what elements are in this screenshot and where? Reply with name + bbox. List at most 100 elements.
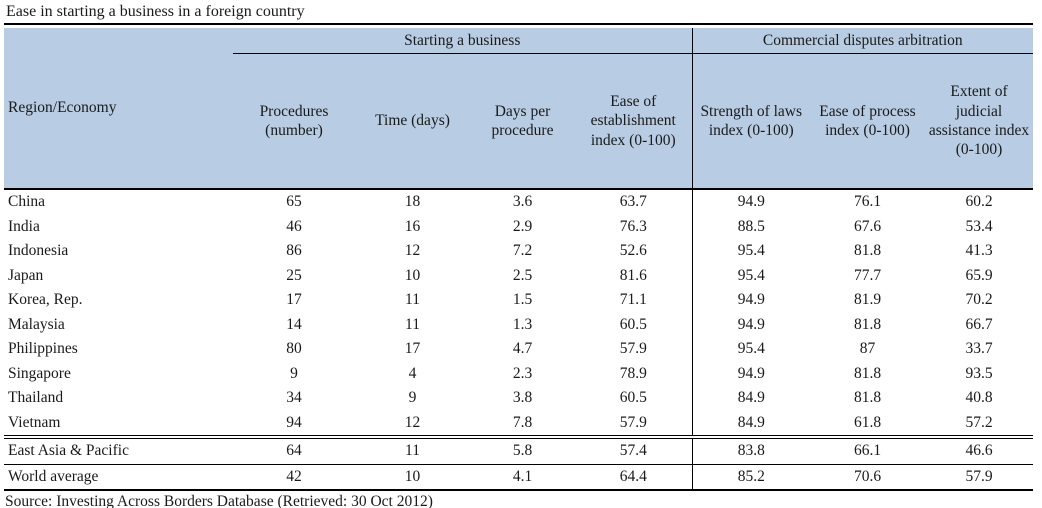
column-header-time-days: Time (days) — [355, 53, 470, 190]
value-cell: 67.6 — [853, 217, 882, 235]
value-cell: 81.8 — [853, 242, 882, 260]
region-cell: Japan — [8, 266, 44, 284]
region-cell: Thailand — [8, 389, 64, 407]
summary-row: East Asia & Pacific 64 11 5.8 57.4 83.8 66.1 46… — [4, 435, 1034, 465]
region-cell: India — [8, 217, 40, 235]
value-cell: 57.9 — [619, 413, 647, 431]
value-cell: 81.9 — [853, 291, 882, 309]
value-cell: 64.4 — [575, 464, 692, 491]
value-cell: 4 — [408, 364, 417, 382]
value-cell: 81.6 — [619, 266, 647, 284]
value-cell: 57.9 — [619, 340, 647, 358]
value-cell: 63.7 — [619, 193, 647, 211]
page-title: Ease in starting a business in a foreign… — [4, 2, 1033, 25]
value-cell: 66.7 — [965, 315, 993, 333]
value-cell: 9 — [290, 364, 298, 382]
value-cell: 70.2 — [965, 291, 993, 309]
region-cell: Vietnam — [8, 413, 61, 431]
group-header-commercial-disputes-arbitration: Commercial disputes arbitration — [691, 28, 1034, 54]
value-cell: 60.5 — [619, 315, 647, 333]
summary-rows: East Asia & Pacific 64 11 5.8 57.4 83.8 66.1 46… — [4, 435, 1034, 491]
region-cell: East Asia & Pacific — [4, 435, 233, 465]
table-row: Singapore 9 4 2.3 78.9 94.9 81.8 93.5 — [4, 361, 1033, 386]
value-cell: 78.9 — [619, 364, 647, 382]
value-cell: 33.7 — [965, 340, 993, 358]
column-header-ease-of-process: Ease of process index (0-100) — [810, 53, 925, 190]
column-header-ease-of-establishment: Ease of establishment index (0-100) — [575, 53, 692, 190]
value-cell: 2.9 — [512, 217, 533, 235]
value-cell: 52.6 — [619, 242, 647, 260]
value-cell: 46.6 — [925, 435, 1034, 465]
column-header-days-per-procedure: Days per procedure — [470, 53, 575, 190]
value-cell: 94.9 — [691, 312, 810, 337]
value-cell: 87 — [859, 340, 876, 358]
value-cell: 5.8 — [470, 435, 575, 465]
value-cell: 12 — [404, 413, 421, 431]
value-cell: 42 — [233, 464, 355, 491]
group-header-row: Region/Economy Starting a business Comme… — [4, 28, 1034, 190]
value-cell: 94.9 — [691, 189, 810, 215]
value-cell: 57.4 — [575, 435, 692, 465]
value-cell: 1.3 — [512, 315, 533, 333]
value-cell: 70.6 — [810, 464, 925, 491]
value-cell: 25 — [286, 266, 302, 284]
value-cell: 4.7 — [512, 340, 533, 358]
value-cell: 95.4 — [691, 239, 810, 264]
value-cell: 3.6 — [512, 193, 533, 211]
table-row: India 46 16 2.9 76.3 88.5 67.6 53.4 — [4, 214, 1033, 239]
column-header-judicial-assistance: Extent of judicial assistance index (0-1… — [925, 53, 1034, 190]
value-cell: 57.9 — [925, 464, 1034, 491]
table-row: Vietnam 94 12 7.8 57.9 84.9 61.8 57.2 — [4, 410, 1033, 437]
value-cell: 1.5 — [512, 291, 533, 309]
value-cell: 17 — [404, 340, 421, 358]
data-table: Region/Economy Starting a business Comme… — [4, 28, 1034, 491]
value-cell: 12 — [404, 242, 421, 260]
region-cell: Singapore — [8, 364, 71, 382]
value-cell: 41.3 — [965, 242, 993, 260]
table-row: Malaysia 14 11 1.3 60.5 94.9 81.8 66.7 — [4, 312, 1033, 337]
value-cell: 34 — [286, 389, 302, 407]
value-cell: 11 — [355, 435, 470, 465]
value-cell: 94 — [286, 413, 302, 431]
table-row: Indonesia 86 12 7.2 52.6 95.4 81.8 41.3 — [4, 239, 1033, 264]
value-cell: 17 — [286, 291, 302, 309]
table-row: Thailand 34 9 3.8 60.5 84.9 81.8 40.8 — [4, 386, 1033, 411]
value-cell: 88.5 — [691, 214, 810, 239]
region-cell: China — [8, 193, 46, 211]
value-cell: 53.4 — [965, 217, 993, 235]
region-cell: Indonesia — [8, 242, 69, 260]
value-cell: 65.9 — [965, 266, 993, 284]
table-row: Philippines 80 17 4.7 57.9 95.4 87 33.7 — [4, 337, 1033, 362]
table-row: China 65 18 3.6 63.7 94.9 76.1 60.2 — [4, 189, 1033, 215]
group-header-starting-a-business: Starting a business — [233, 28, 692, 54]
value-cell: 85.2 — [691, 464, 810, 491]
value-cell: 83.8 — [691, 435, 810, 465]
column-header-procedures: Procedures (number) — [233, 53, 355, 190]
value-cell: 65 — [286, 193, 302, 211]
value-cell: 4.1 — [470, 464, 575, 491]
value-cell: 2.3 — [512, 364, 533, 382]
column-header-region: Region/Economy — [4, 28, 233, 190]
value-cell: 76.3 — [619, 217, 647, 235]
value-cell: 57.2 — [965, 413, 993, 431]
region-cell: Korea, Rep. — [8, 291, 83, 309]
value-cell: 9 — [408, 389, 417, 407]
value-cell: 3.8 — [512, 389, 533, 407]
value-cell: 84.9 — [691, 386, 810, 411]
value-cell: 18 — [404, 193, 421, 211]
value-cell: 11 — [405, 315, 420, 333]
value-cell: 81.8 — [853, 315, 882, 333]
region-cell: Malaysia — [8, 315, 65, 333]
value-cell: 94.9 — [691, 361, 810, 386]
column-header-row: Procedures (number) Time (days) Days per… — [4, 53, 1034, 190]
value-cell: 64 — [233, 435, 355, 465]
summary-row: World average 42 10 4.1 64.4 85.2 70.6 57.9 — [4, 464, 1034, 491]
value-cell: 93.5 — [965, 364, 993, 382]
value-cell: 16 — [404, 217, 421, 235]
value-cell: 94.9 — [691, 288, 810, 313]
region-cell: World average — [4, 464, 233, 491]
value-cell: 84.9 — [691, 410, 810, 437]
value-cell: 81.8 — [853, 364, 882, 382]
value-cell: 60.5 — [619, 389, 647, 407]
